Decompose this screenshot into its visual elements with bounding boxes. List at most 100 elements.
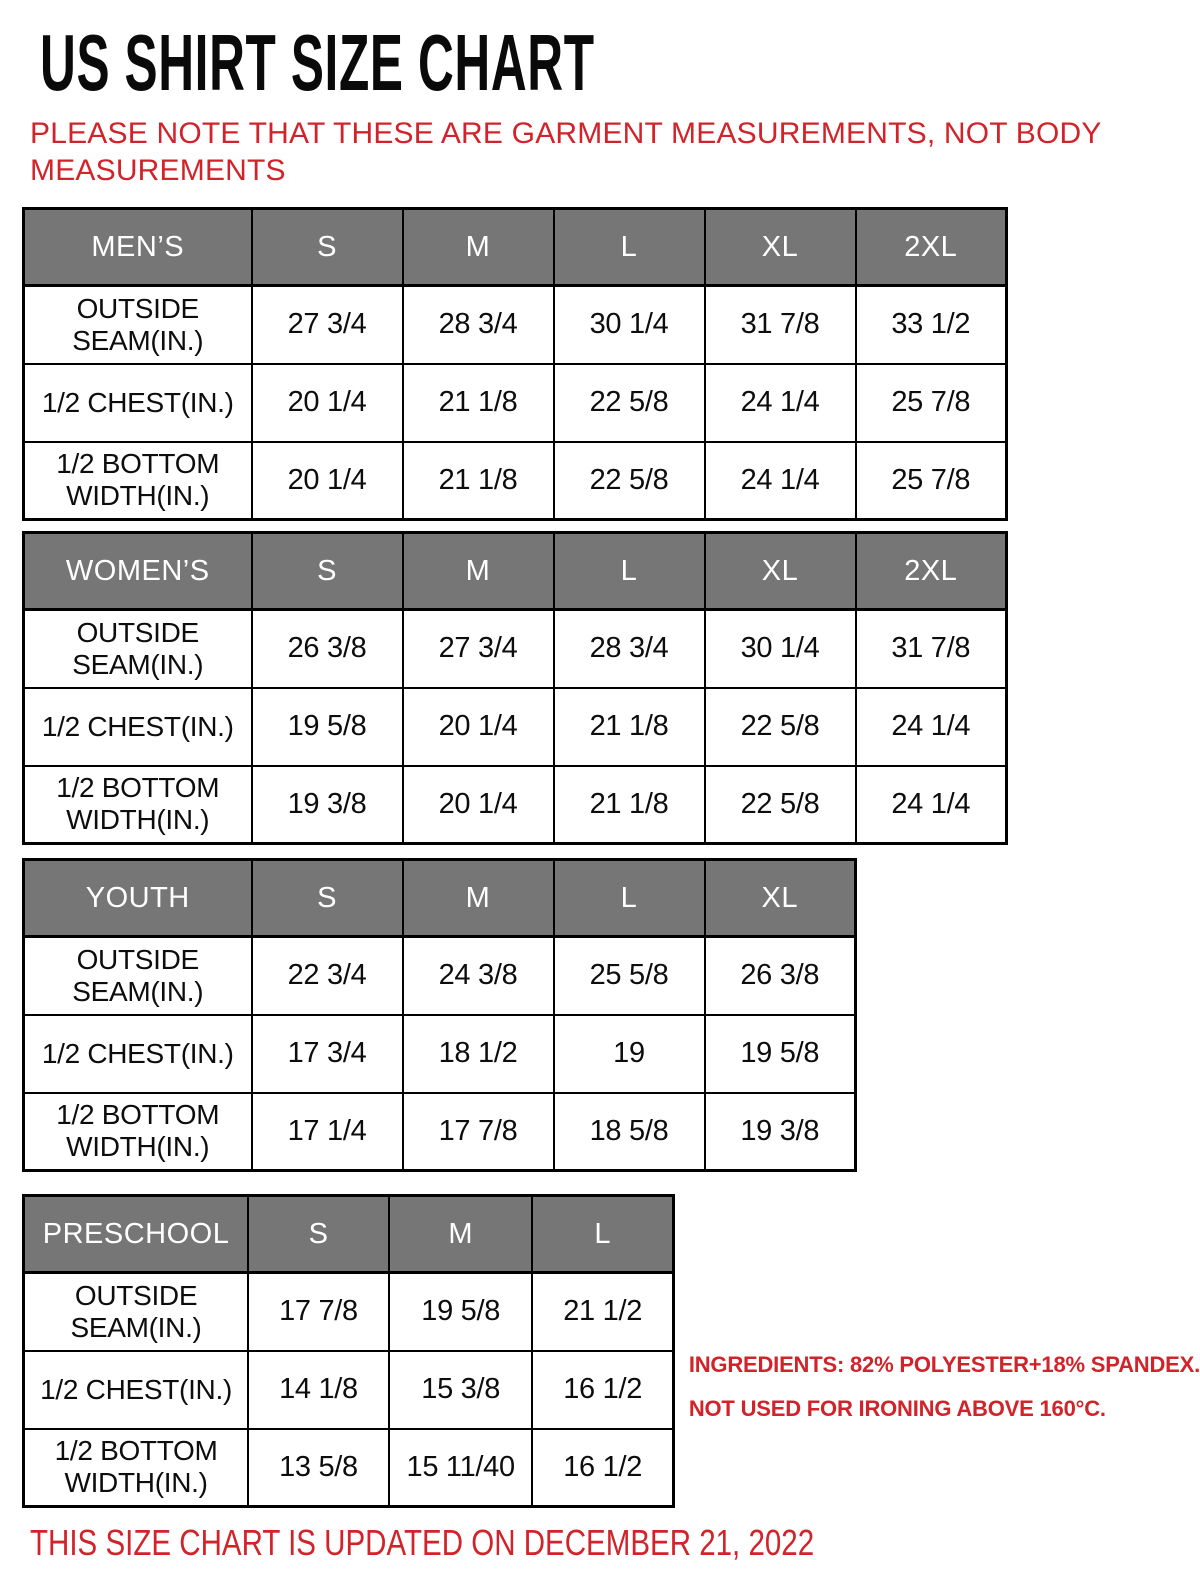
youth-size-header: S — [250, 858, 404, 939]
measurement-value: 33 1/2 — [854, 284, 1008, 365]
mens-size-header: 2XL — [854, 207, 1008, 288]
ingredients-note: INGREDIENTS: 82% POLYESTER+18% SPANDEX. … — [689, 1352, 1200, 1440]
measurement-value: 21 1/8 — [552, 686, 706, 767]
mens-size-header: XL — [703, 207, 857, 288]
measurement-value: 24 1/4 — [854, 764, 1008, 845]
measurement-value: 17 7/8 — [247, 1271, 390, 1352]
preschool-group: PRESCHOOL S M L OUTSIDE SEAM(IN.) 17 7/8 19 5/… — [22, 1194, 1200, 1509]
page-title: US SHIRT SIZE CHART — [40, 20, 1200, 106]
preschool-measurement-row: OUTSIDE SEAM(IN.) 17 7/8 19 5/8 21 1/2 — [22, 1271, 675, 1352]
measurement-value: 19 3/8 — [703, 1091, 857, 1172]
mens-size-table: MEN’S S M L XL 2XL OUTSIDE SEAM(IN.) 27 3/4 28 3… — [22, 207, 1008, 522]
womens-size-header: L — [552, 531, 706, 612]
measurement-value: 26 3/8 — [250, 608, 404, 689]
measurement-value: 19 3/8 — [250, 764, 404, 845]
womens-measurement-row: 1/2 CHEST(IN.) 19 5/8 20 1/4 21 1/8 22 5/8 24… — [22, 686, 1008, 767]
preschool-size-header: M — [387, 1194, 534, 1275]
measurement-label: 1/2 BOTTOM WIDTH(IN.) — [22, 1091, 253, 1172]
preschool-size-table: PRESCHOOL S M L OUTSIDE SEAM(IN.) 17 7/8 19 5/… — [22, 1194, 675, 1509]
measurement-value: 20 1/4 — [401, 686, 555, 767]
preschool-size-header: S — [247, 1194, 390, 1275]
page-title-text: US SHIRT SIZE CHART — [40, 18, 595, 107]
measurement-value: 28 3/4 — [552, 608, 706, 689]
mens-table-title: MEN’S — [22, 207, 253, 288]
youth-table-title: YOUTH — [22, 858, 253, 939]
measurement-value: 24 1/4 — [703, 440, 857, 521]
measurement-value: 14 1/8 — [247, 1349, 390, 1430]
garment-measurement-note: PLEASE NOTE THAT THESE ARE GARMENT MEASU… — [30, 117, 1102, 187]
measurement-value: 25 7/8 — [854, 362, 1008, 443]
youth-size-header: XL — [703, 858, 857, 939]
measurement-label: OUTSIDE SEAM(IN.) — [22, 284, 253, 365]
measurement-value: 22 5/8 — [703, 686, 857, 767]
measurement-value: 13 5/8 — [247, 1427, 390, 1508]
measurement-value: 28 3/4 — [401, 284, 555, 365]
measurement-value: 19 — [552, 1013, 706, 1094]
preschool-table-title: PRESCHOOL — [22, 1194, 250, 1275]
womens-size-header: S — [250, 531, 404, 612]
measurement-value: 18 5/8 — [552, 1091, 706, 1172]
womens-measurement-row: OUTSIDE SEAM(IN.) 26 3/8 27 3/4 28 3/4 30 1/… — [22, 608, 1008, 689]
measurement-label: 1/2 CHEST(IN.) — [22, 1013, 253, 1094]
preschool-header-row: PRESCHOOL S M L — [22, 1194, 675, 1275]
youth-measurement-row: 1/2 CHEST(IN.) 17 3/4 18 1/2 19 19 5/8 — [22, 1013, 857, 1094]
mens-measurement-row: 1/2 BOTTOM WIDTH(IN.) 20 1/4 21 1/8 22 5/8 2… — [22, 440, 1008, 521]
measurement-value: 21 1/8 — [552, 764, 706, 845]
measurement-value: 24 3/8 — [401, 935, 555, 1016]
womens-measurement-row: 1/2 BOTTOM WIDTH(IN.) 19 3/8 20 1/4 21 1/8 2… — [22, 764, 1008, 845]
measurement-label: OUTSIDE SEAM(IN.) — [22, 935, 253, 1016]
ingredients-line-2: NOT USED FOR IRONING ABOVE 160°C. — [688, 1396, 1106, 1422]
womens-size-header: M — [401, 531, 555, 612]
measurement-value: 15 3/8 — [387, 1349, 534, 1430]
update-date-footer: THIS SIZE CHART IS UPDATED ON DECEMBER 2… — [30, 1522, 815, 1564]
measurement-value: 21 1/8 — [401, 440, 555, 521]
measurement-value: 19 5/8 — [703, 1013, 857, 1094]
youth-size-header: L — [552, 858, 706, 939]
mens-size-header: S — [250, 207, 404, 288]
mens-size-header: M — [401, 207, 555, 288]
measurement-label: 1/2 CHEST(IN.) — [22, 1349, 250, 1430]
mens-measurement-row: 1/2 CHEST(IN.) 20 1/4 21 1/8 22 5/8 24 1/4 25… — [22, 362, 1008, 443]
measurement-value: 31 7/8 — [854, 608, 1008, 689]
youth-size-header: M — [401, 858, 555, 939]
measurement-value: 22 3/4 — [250, 935, 404, 1016]
youth-measurement-row: 1/2 BOTTOM WIDTH(IN.) 17 1/4 17 7/8 18 5/8 1… — [22, 1091, 857, 1172]
measurement-value: 22 5/8 — [703, 764, 857, 845]
ingredients-line-1: INGREDIENTS: 82% POLYESTER+18% SPANDEX. — [688, 1352, 1200, 1378]
measurement-label: 1/2 BOTTOM WIDTH(IN.) — [22, 764, 253, 845]
mens-measurement-row: OUTSIDE SEAM(IN.) 27 3/4 28 3/4 30 1/4 31 7/… — [22, 284, 1008, 365]
size-tables-section: MEN’S S M L XL 2XL OUTSIDE SEAM(IN.) 27 3/4 28 3… — [22, 207, 1200, 1509]
mens-header-row: MEN’S S M L XL 2XL — [22, 207, 1008, 288]
measurement-value: 18 1/2 — [401, 1013, 555, 1094]
measurement-value: 21 1/2 — [531, 1271, 675, 1352]
measurement-value: 19 5/8 — [387, 1271, 534, 1352]
preschool-measurement-row: 1/2 CHEST(IN.) 14 1/8 15 3/8 16 1/2 — [22, 1349, 675, 1430]
womens-size-table: WOMEN’S S M L XL 2XL OUTSIDE SEAM(IN.) 26 3/8 27… — [22, 531, 1008, 846]
measurement-value: 30 1/4 — [552, 284, 706, 365]
measurement-value: 17 7/8 — [401, 1091, 555, 1172]
measurement-value: 17 1/4 — [250, 1091, 404, 1172]
measurement-label: 1/2 BOTTOM WIDTH(IN.) — [22, 440, 253, 521]
preschool-size-header: L — [531, 1194, 675, 1275]
measurement-value: 24 1/4 — [854, 686, 1008, 767]
preschool-measurement-row: 1/2 BOTTOM WIDTH(IN.) 13 5/8 15 11/40 16 1/… — [22, 1427, 675, 1508]
measurement-label: OUTSIDE SEAM(IN.) — [22, 608, 253, 689]
measurement-value: 22 5/8 — [552, 362, 706, 443]
measurement-value: 16 1/2 — [531, 1427, 675, 1508]
measurement-value: 15 11/40 — [387, 1427, 534, 1508]
measurement-value: 24 1/4 — [703, 362, 857, 443]
measurement-value: 25 5/8 — [552, 935, 706, 1016]
youth-size-table: YOUTH S M L XL OUTSIDE SEAM(IN.) 22 3/4 24 3/8 2… — [22, 858, 857, 1173]
measurement-value: 27 3/4 — [401, 608, 555, 689]
measurement-value: 20 1/4 — [250, 440, 404, 521]
measurement-value: 20 1/4 — [250, 362, 404, 443]
measurement-value: 31 7/8 — [703, 284, 857, 365]
womens-header-row: WOMEN’S S M L XL 2XL — [22, 531, 1008, 612]
measurement-value: 17 3/4 — [250, 1013, 404, 1094]
measurement-label: 1/2 CHEST(IN.) — [22, 362, 253, 443]
measurement-value: 19 5/8 — [250, 686, 404, 767]
measurement-value: 25 7/8 — [854, 440, 1008, 521]
measurement-value: 30 1/4 — [703, 608, 857, 689]
womens-table-title: WOMEN’S — [22, 531, 253, 612]
